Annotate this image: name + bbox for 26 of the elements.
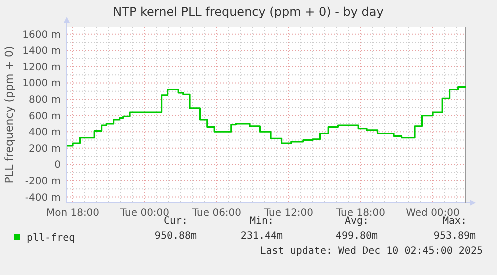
x-tick-label: Mon 18:00 [46,208,100,219]
y-tick-label: -400 m [25,192,61,204]
y-tick-label: 1200 m [22,62,61,74]
text: 231.44m [240,231,284,242]
chart-title: NTP kernel PLL frequency (ppm + 0) - by day [113,5,384,19]
y-axis-title: PLL frequency (ppm + 0) [3,46,16,184]
y-tick-label: 600 m [28,111,61,122]
y-tick-label: 200 m [28,144,61,155]
text: Cur: [164,216,188,227]
text: Min: [250,216,274,227]
y-tick-label: 1400 m [22,46,61,58]
legend-label: pll-freq [27,233,76,244]
x-tick-label: Tue 06:00 [191,208,242,219]
y-tick-label: 1000 m [22,78,61,90]
y-tick-label: 800 m [28,95,61,106]
y-tick-label: 0 [54,160,61,172]
text: 953.89m [434,231,476,242]
text: Avg: [344,216,370,227]
x-tick-label: Tue 12:00 [263,208,314,219]
y-tick-label: 1600 m [22,30,61,41]
text: Max: [442,216,468,227]
y-tick-label: 400 m [28,128,61,139]
text: Last update: Wed Dec 10 02:45:00 2025 [260,246,483,257]
text: 950.88m [154,231,198,242]
text: 499.80m [336,231,378,242]
y-tick-label: -200 m [25,176,61,188]
